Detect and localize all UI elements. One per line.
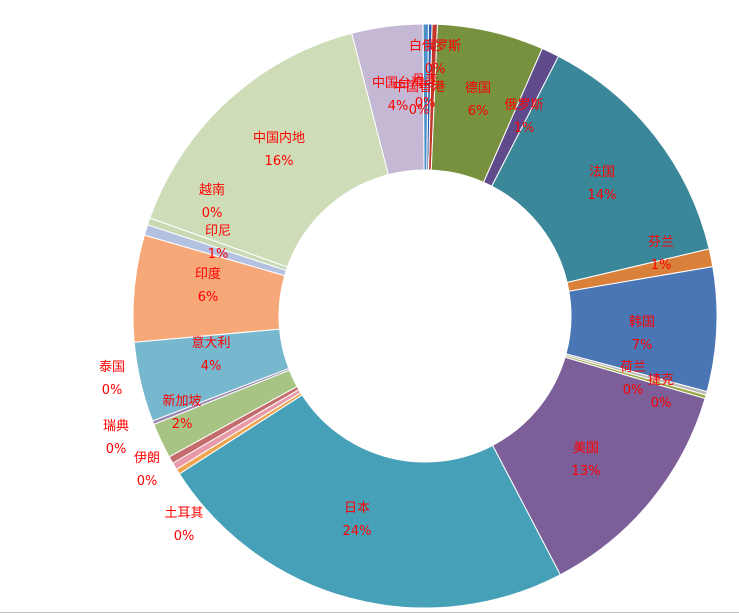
slice-percent-label: 0% <box>106 442 127 457</box>
slice-label: 瑞典 <box>103 419 129 434</box>
slice-percent-label: 1% <box>514 121 535 136</box>
pie-slice <box>491 55 710 284</box>
slice-label: 丹麦 <box>412 73 438 88</box>
slice-percent-label: 0% <box>102 383 123 398</box>
slice-label: 中国内地 <box>253 130 305 146</box>
slice-percent-label: 6% <box>468 104 489 119</box>
slice-percent-label: 0% <box>415 96 436 111</box>
slice-percent-label: 0% <box>651 396 672 411</box>
slice-percent-label: 7% <box>632 338 653 353</box>
slice-percent-label: 0% <box>137 474 158 489</box>
slice-percent-label: 6% <box>198 290 219 305</box>
slice-label: 芬兰 <box>648 235 674 250</box>
slice-label: 印度 <box>195 266 221 282</box>
slice-percent-label: 0% <box>409 103 430 118</box>
slice-percent-label: 2% <box>172 417 193 432</box>
slice-label: 中国香港 <box>393 80 445 95</box>
slice-label: 泰国 <box>99 360 125 375</box>
slice-label: 意大利 <box>191 335 230 351</box>
slice-percent-label: 0% <box>174 529 195 544</box>
slice-percent-label: 0% <box>623 383 644 398</box>
pie-slice <box>149 32 390 268</box>
slice-label: 越南 <box>199 182 225 198</box>
slice-percent-label: 13% <box>572 464 601 479</box>
slice-percent-label: 16% <box>265 154 294 169</box>
slice-label: 俄罗斯 <box>504 98 543 113</box>
slice-label: 中国台湾 <box>372 75 424 91</box>
slice-percent-label: 1% <box>208 247 229 262</box>
slice-label: 法国 <box>589 165 615 180</box>
slice-label: 韩国 <box>629 315 655 330</box>
slice-label: 白俄罗斯 <box>409 38 461 54</box>
slice-label: 荷兰 <box>620 360 646 375</box>
slice-label: 日本 <box>344 501 370 516</box>
slice-label: 美国 <box>573 441 599 456</box>
pie-slice <box>422 23 430 171</box>
slice-percent-label: 1% <box>651 258 672 273</box>
bottom-border-line <box>0 612 739 613</box>
slice-label: 德国 <box>465 81 491 96</box>
slice-label: 土耳其 <box>164 506 203 521</box>
pie-slice <box>491 356 706 576</box>
slice-label: 伊朗 <box>134 451 160 466</box>
slice-label: 印尼 <box>205 224 231 239</box>
slice-label: 捷克 <box>648 373 674 388</box>
slice-percent-label: 14% <box>588 188 617 203</box>
slice-label: 新加坡 <box>162 393 201 409</box>
slice-percent-label: 4% <box>388 99 409 114</box>
pie-slice <box>178 394 561 609</box>
slice-percent-label: 0% <box>202 206 223 221</box>
slices-group <box>132 23 718 609</box>
slice-percent-label: 0% <box>425 62 446 77</box>
slice-percent-label: 24% <box>343 524 372 539</box>
slice-percent-label: 4% <box>201 359 222 374</box>
